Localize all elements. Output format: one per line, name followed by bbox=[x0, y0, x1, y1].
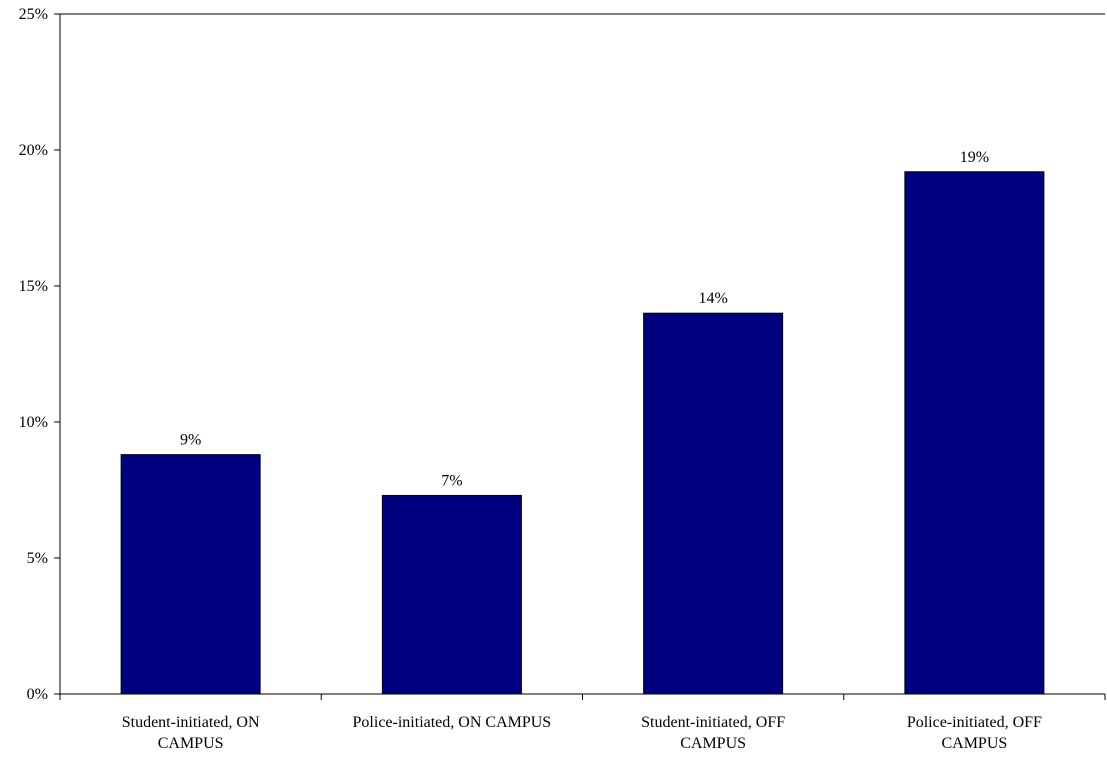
bar[interactable] bbox=[381, 494, 522, 695]
x-category-label: CAMPUS bbox=[680, 735, 746, 752]
data-label: 9% bbox=[180, 432, 201, 449]
y-tick-label: 10% bbox=[19, 414, 48, 431]
x-category-label: CAMPUS bbox=[158, 735, 224, 752]
bar[interactable] bbox=[120, 454, 261, 695]
y-tick-label: 25% bbox=[19, 6, 48, 23]
bar[interactable] bbox=[904, 171, 1045, 695]
data-label: 7% bbox=[441, 472, 462, 489]
x-category-label: CAMPUS bbox=[941, 735, 1007, 752]
bar[interactable] bbox=[643, 312, 784, 695]
data-label: 19% bbox=[960, 149, 989, 166]
x-category-label: Police-initiated, ON CAMPUS bbox=[353, 714, 552, 731]
y-tick-label: 0% bbox=[27, 686, 48, 703]
data-label: 14% bbox=[698, 290, 727, 307]
y-tick-label: 20% bbox=[19, 142, 48, 159]
x-category-label: Student-initiated, ON bbox=[122, 714, 260, 731]
y-tick-label: 15% bbox=[19, 278, 48, 295]
y-tick-label: 5% bbox=[27, 550, 48, 567]
x-category-label: Police-initiated, OFF bbox=[907, 714, 1042, 731]
x-category-label: Student-initiated, OFF bbox=[641, 714, 785, 731]
